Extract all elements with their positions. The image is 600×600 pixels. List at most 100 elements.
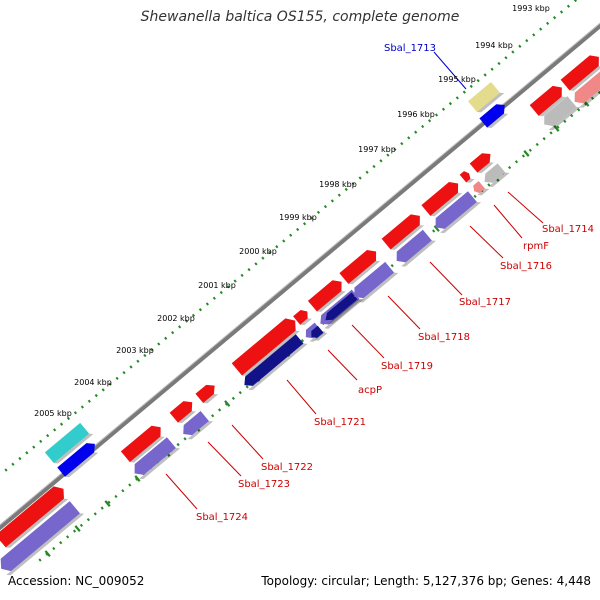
outer-scale-dot [546, 21, 550, 26]
inner-scale-dot [528, 148, 532, 152]
feature-purple [0, 501, 85, 576]
feature-navy [311, 325, 328, 341]
inner-scale-dot [38, 558, 42, 562]
scale-tick-labels: 1993 kbp 1994 kbp 1995 kbp 1996 kbp 1997 kbp… [34, 4, 550, 418]
outer-scale-dot [490, 67, 494, 71]
gene-label: Sbal_1714 [542, 224, 594, 235]
gene-label: Sbal_1716 [500, 261, 552, 272]
inner-scale-dot [107, 500, 111, 504]
inner-scale-dot [79, 523, 84, 528]
feature-purple [435, 191, 482, 234]
outer-scale-dot [212, 296, 216, 300]
inner-scale-dot [487, 183, 491, 187]
outer-scale-dot [261, 256, 265, 260]
outer-scale-dot [504, 56, 508, 60]
inner-scale-dot [556, 125, 560, 129]
inner-scale-dot [473, 194, 477, 199]
scale-tick-label: 1999 kbp [279, 213, 317, 222]
inner-scale-dot [217, 408, 222, 412]
inner-scale-dot [59, 541, 63, 545]
scale-tick-label: 1994 kbp [475, 41, 513, 50]
inner-scale-dot [514, 160, 519, 164]
outer-scale-dot [372, 164, 376, 169]
outer-scale-dot [552, 16, 557, 20]
inner-scale-dot [432, 229, 436, 233]
scale-tick-label: 2002 kbp [157, 314, 195, 323]
outer-scale-dot [164, 336, 168, 340]
outer-scale-dot [80, 405, 84, 409]
outer-scale-dot [462, 90, 466, 94]
feature-purple [396, 229, 437, 267]
gene-leader-line [493, 204, 523, 239]
gene-labels: Sbal_1713 Sbal_1714 rpmF Sbal_1716 Sbal_1717… [196, 43, 594, 523]
inner-scale-dot [52, 546, 56, 551]
outer-scale-dot [4, 468, 8, 472]
inner-scale-dot [100, 506, 104, 510]
scale-tick-label: 2001 kbp [198, 281, 236, 290]
outer-scale-dot [476, 79, 480, 83]
outer-scale-dot [226, 285, 230, 289]
gene-leader-line [286, 379, 317, 415]
gene-leader-line [165, 473, 198, 510]
outer-scale-dot [184, 319, 189, 323]
inner-scale-dash [553, 125, 560, 132]
outer-scale-dot [18, 456, 22, 461]
outer-scale-dot [344, 187, 348, 192]
inner-scale-dot [231, 396, 235, 401]
outer-scale-dot [559, 10, 564, 14]
outer-scale-dot [46, 434, 50, 438]
outer-scale-dot [511, 50, 515, 54]
gene-label: Sbal_1724 [196, 512, 248, 523]
gene-leader-line [387, 295, 421, 330]
inner-scale-dash [224, 400, 231, 407]
feature-blue [57, 443, 99, 478]
outer-scale-dot [525, 38, 529, 43]
inner-scale-dot [211, 414, 215, 418]
outer-scale-dot [177, 325, 182, 329]
inner-scale-dot [183, 437, 187, 441]
outer-scale-dot [39, 439, 43, 444]
outer-scale-dot [573, 0, 577, 3]
outer-scale-dot [393, 147, 397, 152]
outer-scale-dot [233, 279, 237, 283]
gene-leader-line [507, 191, 544, 224]
outer-scale-dot [296, 227, 300, 232]
gene-label: Sbal_1723 [238, 479, 290, 490]
feature-pink [473, 180, 490, 196]
feature-khaki [468, 82, 505, 113]
outer-scale-dot [73, 411, 78, 415]
outer-scale-dot [323, 204, 328, 209]
outer-scale-dot [497, 61, 501, 66]
outer-scale-dot [101, 388, 105, 392]
outer-scale-dot [414, 130, 418, 134]
inner-scale-dash [134, 475, 141, 482]
outer-scale-dot [358, 176, 362, 180]
feature-red [169, 401, 196, 424]
outer-scale-dot [205, 302, 209, 306]
feature-red [469, 153, 494, 174]
scale-tick-label: 1995 kbp [438, 75, 476, 84]
outer-scale-dot [157, 342, 161, 346]
feature-pink [574, 70, 600, 108]
inner-scale-dot [114, 494, 118, 499]
inner-scale-dot [590, 96, 595, 100]
gene-leader-line [433, 51, 467, 90]
inner-scale-dot [300, 339, 305, 343]
inner-scale-dot [542, 137, 546, 141]
outer-scale-dot [434, 113, 439, 117]
scale-tick-label: 1998 kbp [319, 180, 357, 189]
feature-red [0, 486, 69, 548]
outer-scale-dot [518, 44, 522, 48]
gene-leader-line [327, 349, 358, 381]
inner-scale-dot [577, 108, 581, 112]
outer-scale-dot [289, 233, 293, 237]
feature-navy [325, 292, 362, 325]
inner-scale-dot [570, 113, 574, 118]
outer-scale-dot [115, 376, 119, 381]
gene-leader-line [469, 225, 504, 259]
gene-label: rpmF [523, 241, 549, 252]
outer-scale-dot [566, 4, 571, 8]
feature-red [529, 85, 566, 117]
inner-scale-dash [44, 550, 51, 557]
